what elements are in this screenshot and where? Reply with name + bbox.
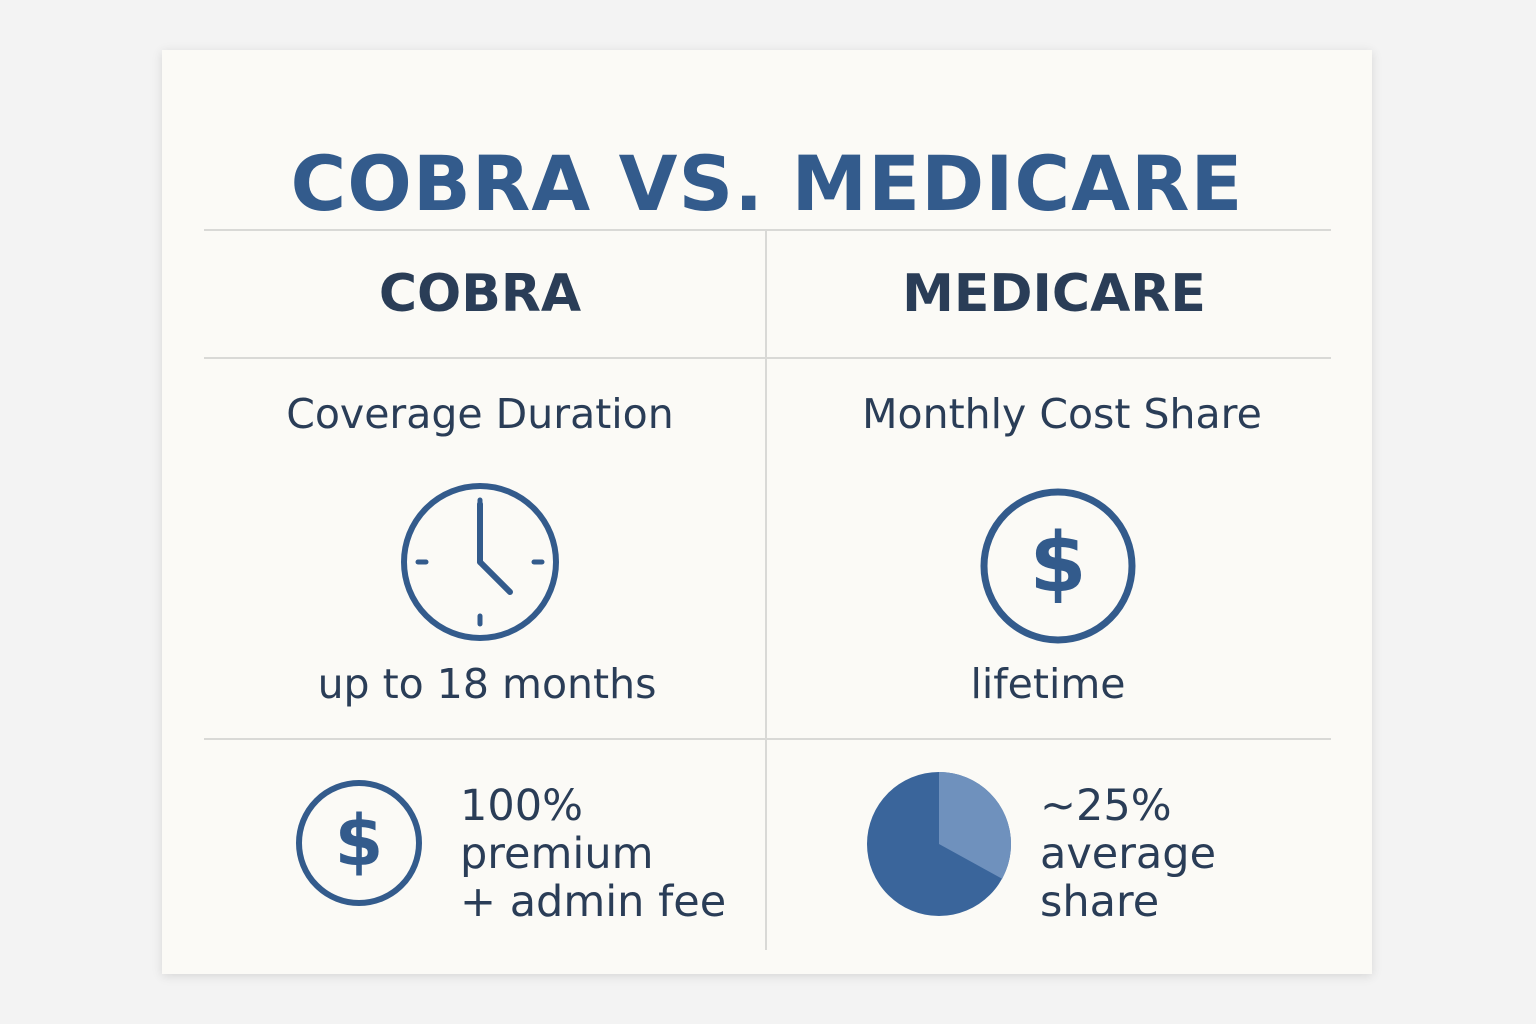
divider-middle bbox=[204, 738, 1331, 740]
pie-chart-icon bbox=[867, 772, 1011, 916]
cobra-row2-line: 100% bbox=[460, 781, 583, 831]
svg-text:$: $ bbox=[1029, 516, 1086, 611]
dollar-icon: $ bbox=[296, 780, 422, 906]
svg-text:$: $ bbox=[335, 800, 384, 882]
dollar-icon: $ bbox=[980, 488, 1136, 644]
medicare-heading: MEDICARE bbox=[902, 264, 1206, 324]
cobra-row2-line: premium bbox=[460, 829, 654, 879]
medicare-row2-line: average bbox=[1040, 829, 1217, 879]
cobra-heading: COBRA bbox=[378, 264, 582, 324]
divider-top bbox=[204, 229, 1331, 231]
divider-header bbox=[204, 357, 1331, 359]
cobra-row2-text: 100% premium + admin fee bbox=[460, 782, 726, 926]
medicare-row1-value: lifetime bbox=[970, 660, 1126, 708]
cobra-row1-value: up to 18 months bbox=[317, 660, 657, 708]
cobra-row2-line: + admin fee bbox=[460, 877, 727, 927]
divider-vertical bbox=[765, 230, 767, 950]
clock-icon bbox=[401, 483, 559, 641]
medicare-row2-text: ~25% average share bbox=[1040, 782, 1216, 926]
medicare-row1-label: Monthly Cost Share bbox=[862, 390, 1262, 438]
cobra-row1-label: Coverage Duration bbox=[286, 390, 674, 438]
medicare-row2-line: ~25% bbox=[1040, 781, 1172, 831]
page-title: COBRA VS. MEDICARE bbox=[290, 139, 1244, 228]
comparison-card: COBRA VS. MEDICARE COBRA MEDICARE Covera… bbox=[162, 50, 1372, 974]
medicare-row2-line: share bbox=[1040, 877, 1160, 927]
pie-share-slice bbox=[939, 772, 1011, 879]
